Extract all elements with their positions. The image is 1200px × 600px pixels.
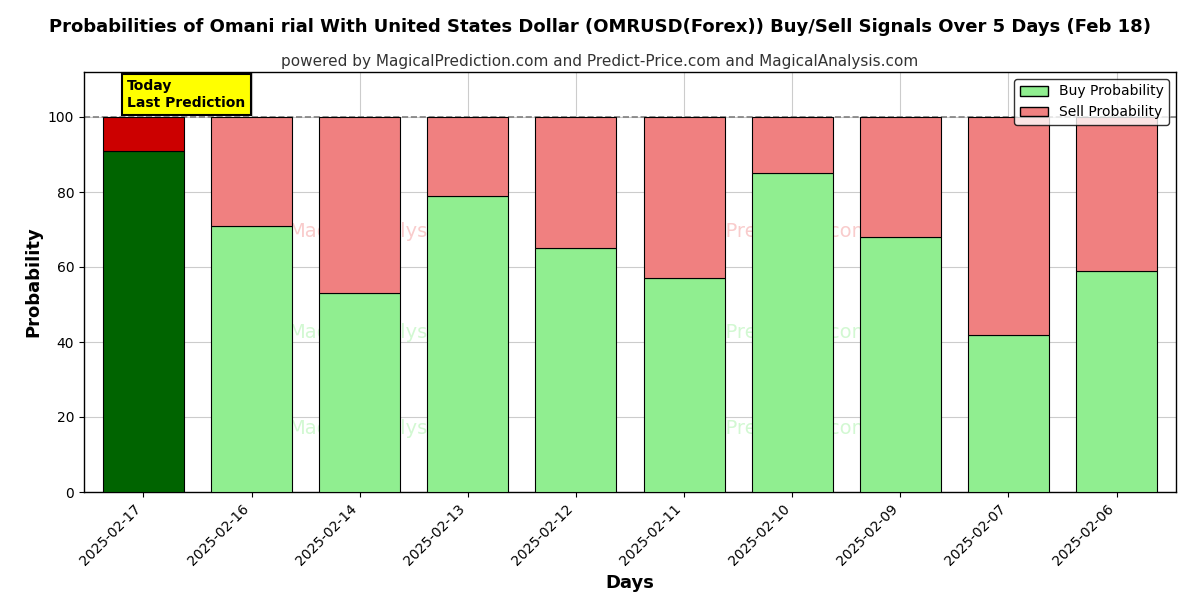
Bar [643, 278, 725, 492]
Text: Today
Last Prediction: Today Last Prediction [127, 79, 246, 110]
Bar [427, 117, 509, 196]
Bar [211, 117, 292, 226]
Bar [751, 117, 833, 173]
X-axis label: Days: Days [606, 574, 654, 592]
Bar [643, 117, 725, 278]
Bar [751, 173, 833, 492]
Legend: Buy Probability, Sell Probability: Buy Probability, Sell Probability [1014, 79, 1169, 125]
Text: MagicalAnalysis.com: MagicalAnalysis.com [288, 222, 491, 241]
Bar [859, 237, 941, 492]
Bar [535, 248, 617, 492]
Bar [1076, 117, 1157, 271]
Text: powered by MagicalPrediction.com and Predict-Price.com and MagicalAnalysis.com: powered by MagicalPrediction.com and Pre… [281, 54, 919, 69]
Bar [427, 196, 509, 492]
Bar [1076, 271, 1157, 492]
Bar [535, 117, 617, 248]
Bar [103, 151, 184, 492]
Bar [211, 226, 292, 492]
Text: MagicalPrediction.com: MagicalPrediction.com [652, 419, 871, 439]
Bar [319, 293, 401, 492]
Text: MagicalPrediction.com: MagicalPrediction.com [652, 323, 871, 342]
Text: MagicalAnalysis.com: MagicalAnalysis.com [288, 419, 491, 439]
Text: MagicalAnalysis.com: MagicalAnalysis.com [288, 323, 491, 342]
Bar [103, 117, 184, 151]
Bar [968, 335, 1049, 492]
Text: Probabilities of Omani rial With United States Dollar (OMRUSD(Forex)) Buy/Sell S: Probabilities of Omani rial With United … [49, 18, 1151, 36]
Bar [968, 117, 1049, 335]
Text: MagicalPrediction.com: MagicalPrediction.com [652, 222, 871, 241]
Y-axis label: Probability: Probability [24, 227, 42, 337]
Bar [859, 117, 941, 237]
Bar [319, 117, 401, 293]
